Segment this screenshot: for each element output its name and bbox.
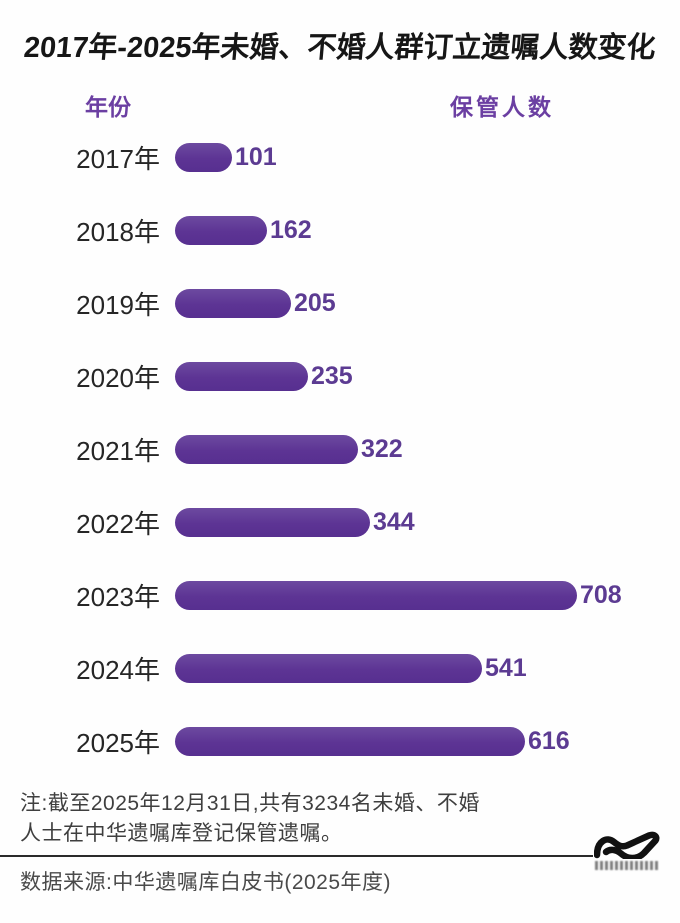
publisher-logo <box>592 831 662 870</box>
year-label: 2025年 <box>76 728 160 758</box>
column-headers: 年份 保管人数 <box>0 88 680 120</box>
bar-track: 616 <box>175 727 570 756</box>
value-label: 162 <box>270 216 312 244</box>
chart-row: 2017年 101 <box>0 121 680 194</box>
year-label: 2019年 <box>76 290 160 320</box>
chart-row: 2024年 541 <box>0 632 680 705</box>
bar-track: 541 <box>175 654 527 683</box>
year-label: 2021年 <box>76 436 160 466</box>
value-label: 708 <box>580 581 622 609</box>
bar-track: 344 <box>175 508 415 537</box>
footnote-line: 人士在中华遗嘱库登记保管遗嘱。 <box>20 822 343 845</box>
bar <box>175 143 232 172</box>
year-label: 2017年 <box>76 144 160 174</box>
chart-row: 2019年 205 <box>0 267 680 340</box>
value-label: 235 <box>311 362 353 390</box>
bar-track: 708 <box>175 581 622 610</box>
divider <box>0 855 593 857</box>
data-source: 数据来源:中华遗嘱库白皮书(2025年度) <box>20 871 392 894</box>
year-label: 2018年 <box>76 217 160 247</box>
footnote: 注:截至2025年12月31日,共有3234名未婚、不婚 人士在中华遗嘱库登记保… <box>20 789 480 849</box>
wave-logo-icon <box>594 831 660 859</box>
year-label: 2022年 <box>76 509 160 539</box>
bar <box>175 289 291 318</box>
bar <box>175 581 577 610</box>
chart-row: 2020年 235 <box>0 340 680 413</box>
chart-title: 2017年-2025年未婚、不婚人群订立遗嘱人数变化 <box>22 32 657 64</box>
bar <box>175 216 267 245</box>
bar-track: 322 <box>175 435 403 464</box>
bar-track: 235 <box>175 362 353 391</box>
value-label: 541 <box>485 654 527 682</box>
logo-caption-illegible <box>595 861 659 870</box>
bar-track: 205 <box>175 289 336 318</box>
bar-track: 101 <box>175 143 277 172</box>
chart-row: 2021年 322 <box>0 413 680 486</box>
chart-row: 2025年 616 <box>0 705 680 778</box>
bar-chart: 2017年 101 2018年 162 2019年 205 2020年 235 2021年 322… <box>0 121 680 778</box>
chart-row: 2022年 344 <box>0 486 680 559</box>
bar <box>175 727 525 756</box>
year-label: 2024年 <box>76 655 160 685</box>
chart-row: 2023年 708 <box>0 559 680 632</box>
value-label: 616 <box>528 727 570 755</box>
bar <box>175 362 308 391</box>
bar <box>175 654 482 683</box>
value-label: 205 <box>294 289 336 317</box>
count-column-header: 保管人数 <box>450 94 554 120</box>
chart-row: 2018年 162 <box>0 194 680 267</box>
year-column-header: 年份 <box>85 94 131 120</box>
bar-track: 162 <box>175 216 312 245</box>
value-label: 101 <box>235 143 277 171</box>
year-label: 2023年 <box>76 582 160 612</box>
value-label: 322 <box>361 435 403 463</box>
year-label: 2020年 <box>76 363 160 393</box>
bar <box>175 508 370 537</box>
bar <box>175 435 358 464</box>
footnote-line: 注:截至2025年12月31日,共有3234名未婚、不婚 <box>20 792 480 815</box>
value-label: 344 <box>373 508 415 536</box>
